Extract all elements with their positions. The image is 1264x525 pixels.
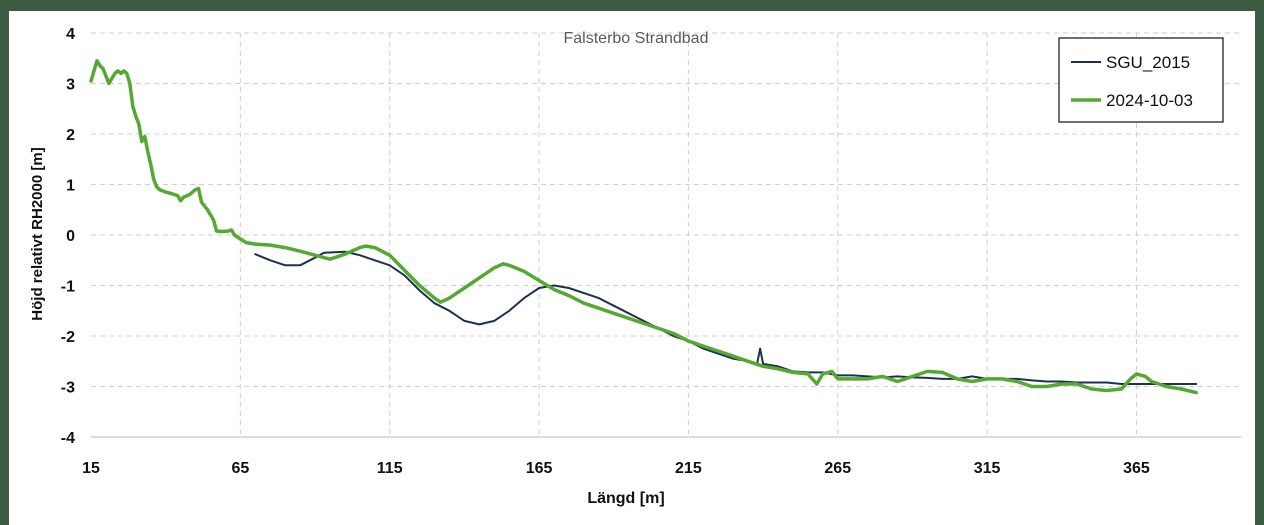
y-tick-label: 1 <box>66 178 75 195</box>
x-tick-label: 65 <box>231 460 249 477</box>
x-tick-label: 265 <box>824 460 851 477</box>
x-axis-title: Längd [m] <box>587 490 664 507</box>
y-tick-label: 4 <box>66 26 75 43</box>
x-tick-label: 315 <box>974 460 1001 477</box>
x-tick-label: 115 <box>377 460 403 477</box>
x-tick-label: 215 <box>675 460 702 477</box>
y-tick-label: 3 <box>66 77 75 94</box>
y-tick-label: -2 <box>61 329 75 346</box>
y-tick-label: -3 <box>61 380 75 397</box>
y-tick-label: 2 <box>66 127 75 144</box>
series-line-sgu-2015 <box>254 250 1198 385</box>
x-tick-label: 15 <box>82 460 100 477</box>
legend-label-2024-10-03: 2024-10-03 <box>1106 91 1193 110</box>
legend: SGU_2015 2024-10-03 <box>1058 37 1224 123</box>
x-tick-labels: 15 65 115 165 215 265 315 365 <box>82 460 1150 477</box>
chart-frame: 4 3 2 1 0 -1 -2 -3 -4 15 65 115 165 215 265 315 365 Fal… <box>9 11 1255 525</box>
chart-canvas: 4 3 2 1 0 -1 -2 -3 -4 15 65 115 165 215 265 315 365 Fal… <box>29 26 1241 507</box>
y-tick-label: -1 <box>61 279 75 296</box>
y-tick-label: 0 <box>66 228 75 245</box>
legend-box <box>1058 37 1224 123</box>
legend-label-sgu-2015: SGU_2015 <box>1106 53 1190 72</box>
y-axis-title: Höjd relativt RH2000 [m] <box>29 147 46 320</box>
series-line-2024-10-03 <box>89 59 1198 395</box>
x-tick-label: 365 <box>1123 460 1150 477</box>
series-layer <box>89 59 1198 395</box>
y-tick-labels: 4 3 2 1 0 -1 -2 -3 -4 <box>61 26 75 447</box>
chart-title: Falsterbo Strandbad <box>564 30 709 47</box>
y-tick-label: -4 <box>61 430 75 447</box>
x-tick-label: 165 <box>526 460 553 477</box>
